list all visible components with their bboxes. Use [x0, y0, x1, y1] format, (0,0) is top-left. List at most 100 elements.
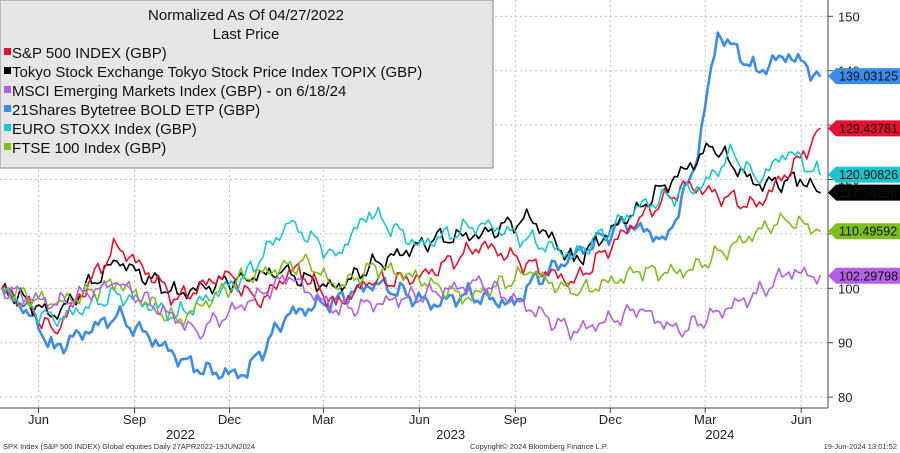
series-line	[1, 266, 821, 341]
data-point	[702, 184, 704, 186]
data-point	[374, 265, 377, 268]
data-point	[481, 222, 483, 224]
series-line	[1, 127, 821, 335]
badge-shape	[828, 184, 900, 201]
data-point	[678, 331, 680, 333]
x-year-label: 2022	[166, 427, 195, 442]
data-point	[53, 347, 55, 349]
legend-swatch	[4, 105, 11, 112]
data-point	[664, 238, 667, 241]
badge-shape	[828, 223, 900, 240]
data-point	[115, 282, 118, 284]
data-point	[572, 260, 575, 262]
data-point	[819, 230, 821, 232]
data-point	[638, 205, 641, 208]
data-point	[464, 298, 467, 301]
data-point	[638, 216, 641, 219]
data-point	[368, 211, 371, 213]
data-point	[529, 282, 531, 284]
badge-label: 120.90826	[839, 168, 898, 182]
y-tick-label: 150	[838, 9, 860, 24]
data-point	[286, 314, 288, 317]
data-point	[53, 331, 55, 333]
data-point	[819, 191, 821, 194]
data-point	[280, 271, 283, 273]
footer-center: Copyright© 2024 Bloomberg Finance L.P.	[470, 442, 608, 451]
badge-label: 110.49592	[839, 225, 897, 239]
data-point	[755, 184, 758, 186]
data-point	[481, 282, 483, 284]
x-tick-label: Sep	[123, 412, 146, 427]
data-point	[572, 254, 575, 257]
series-line	[1, 142, 821, 320]
data-point	[572, 282, 575, 284]
data-point	[400, 298, 403, 301]
gridlines	[0, 0, 828, 408]
data-point	[529, 271, 531, 273]
data-point	[256, 303, 259, 306]
legend-entry: MSCI Emerging Markets Index (GBP) - on 6…	[12, 83, 346, 100]
data-point	[732, 151, 735, 154]
data-point	[572, 331, 575, 333]
legend-title: Normalized As Of 04/27/2022	[148, 7, 344, 24]
last-value-badge: 110.49592	[828, 223, 900, 240]
legend-swatch	[4, 86, 11, 93]
badge-shape	[828, 267, 900, 284]
y-tick-label: 100	[838, 281, 860, 296]
data-point	[433, 303, 435, 306]
footer-right: 19-Jun-2024 13:01:52	[824, 442, 897, 451]
x-year-label: 2024	[705, 427, 734, 442]
data-point	[115, 292, 118, 295]
data-point	[368, 282, 371, 284]
x-tick-label: Dec	[599, 412, 623, 427]
data-point	[25, 309, 27, 311]
data-point	[25, 303, 27, 306]
badge-label: 117.56296	[839, 186, 897, 200]
x-tick-label: Jun	[791, 412, 812, 427]
data-point	[53, 314, 55, 317]
data-point	[755, 69, 758, 72]
data-point	[288, 222, 290, 224]
data-point	[819, 75, 821, 77]
data-point	[148, 336, 150, 339]
legend-swatch	[4, 48, 11, 55]
data-point	[53, 320, 55, 322]
data-point	[481, 233, 483, 235]
legend-swatch	[4, 124, 11, 131]
last-value-badges: 129.43781 117.56296 102.29798 139.03125 120.…	[828, 68, 900, 284]
series-line	[1, 212, 821, 327]
data-point	[787, 151, 790, 154]
y-tick-label: 90	[838, 336, 852, 351]
data-point	[115, 314, 118, 317]
data-point	[417, 244, 420, 246]
badge-label: 139.03125	[839, 70, 898, 84]
legend-swatch	[4, 67, 11, 74]
legend-subtitle: Last Price	[213, 26, 280, 43]
badge-shape	[828, 166, 900, 183]
last-value-badge: 102.29798	[828, 267, 900, 284]
y-tick-label: 80	[838, 390, 852, 405]
x-tick-label: Jun	[409, 412, 430, 427]
x-tick-label: Sep	[504, 412, 527, 427]
data-point	[368, 265, 371, 268]
data-point	[787, 53, 790, 56]
data-point	[335, 298, 337, 301]
data-point	[755, 292, 758, 295]
data-point	[572, 292, 575, 295]
footer-left: SPX Index (S&P 500 INDEX) Global equitie…	[3, 442, 255, 451]
data-point	[294, 265, 296, 268]
data-point	[196, 331, 198, 333]
data-point	[819, 275, 821, 277]
legend-entry: FTSE 100 Index (GBP)	[12, 140, 166, 157]
data-point	[115, 260, 118, 262]
data-point	[433, 282, 435, 284]
data-point	[243, 374, 245, 377]
last-value-badge: 139.03125	[828, 68, 900, 85]
data-point	[685, 271, 688, 273]
x-year-label: 2023	[436, 427, 465, 442]
data-point	[755, 178, 758, 181]
data-point	[513, 303, 516, 306]
x-tick-label: Dec	[218, 412, 242, 427]
